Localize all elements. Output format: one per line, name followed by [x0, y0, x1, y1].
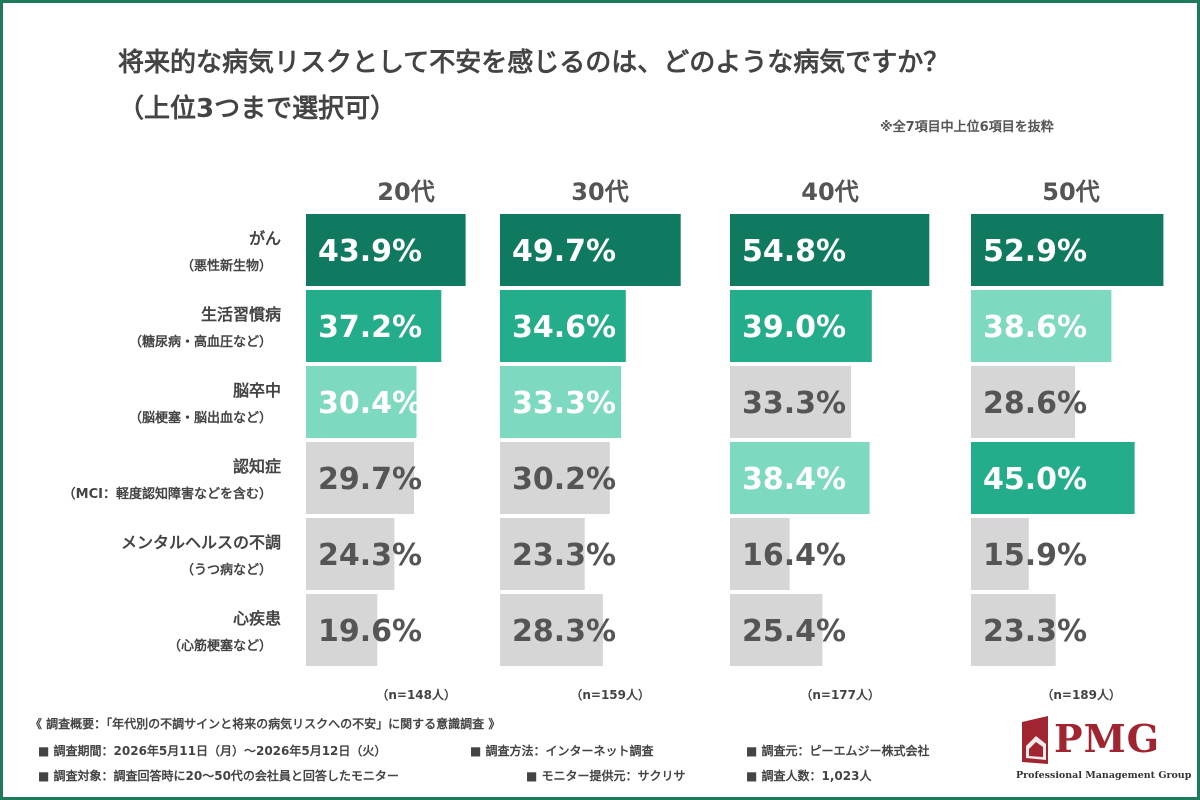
category-sublabel: （うつ病など） — [181, 562, 272, 578]
sample-size-label: （n=177人） — [800, 687, 880, 702]
pmg-logo-subtitle: Professional Management Group — [1016, 770, 1191, 781]
category-label: がん — [249, 229, 281, 248]
bar-value-label: 28.3% — [512, 614, 616, 649]
bar-value-label: 33.3% — [512, 386, 616, 421]
bar-value-label: 33.3% — [742, 386, 846, 421]
series-header: 30代 — [571, 178, 628, 206]
series-header: 20代 — [377, 178, 434, 206]
bar-value-label: 38.6% — [983, 310, 1087, 345]
category-label: 脳卒中 — [233, 381, 281, 400]
category-label: 認知症 — [233, 457, 281, 476]
bar-value-label: 30.4% — [318, 386, 422, 421]
survey-source: ■ 調査元：ピーエムジー株式会社 — [746, 742, 930, 759]
category-label: メンタルヘルスの不調 — [121, 533, 281, 552]
bar-value-label: 49.7% — [512, 234, 616, 269]
bar-value-label: 23.3% — [512, 538, 616, 573]
sample-size-label: （n=159人） — [570, 687, 650, 702]
sample-size-label: （n=148人） — [376, 687, 456, 702]
bar-value-label: 37.2% — [318, 310, 422, 345]
bar-value-label: 15.9% — [983, 538, 1087, 573]
survey-summary: 《 調査概要：「年代別の不調サインと将来の病気リスクへの不安」に関する意識調査 … — [30, 715, 500, 732]
survey-period: ■ 調査期間：2026年5月11日（月）〜2026年5月12日（火） — [38, 742, 386, 759]
series-header: 50代 — [1042, 178, 1099, 206]
bar-value-label: 34.6% — [512, 310, 616, 345]
bar-value-label: 19.6% — [318, 614, 422, 649]
bar-value-label: 29.7% — [318, 462, 422, 497]
pmg-logo-text: PMG — [1054, 720, 1160, 758]
bar-value-label: 52.9% — [983, 234, 1087, 269]
bar-value-label: 45.0% — [983, 462, 1087, 497]
bar-value-label: 23.3% — [983, 614, 1087, 649]
category-sublabel: （糖尿病・高血圧など） — [129, 334, 272, 350]
category-sublabel: （脳梗塞・脳出血など） — [129, 410, 272, 426]
bar-chart: がん （悪性新生物） 生活習慣病 （糖尿病・高血圧など） 脳卒中 （脳梗塞・脳出血など） 認… — [0, 0, 1200, 712]
category-sublabel: （MCI：軽度認知障害などを含む） — [63, 486, 272, 502]
category-sublabel: （心筋梗塞など） — [168, 638, 272, 654]
bar-value-label: 28.6% — [983, 386, 1087, 421]
bar-value-label: 43.9% — [318, 234, 422, 269]
bar-value-label: 24.3% — [318, 538, 422, 573]
survey-provider: ■ モニター提供元：サクリサ — [526, 767, 686, 784]
sample-size-label: （n=189人） — [1041, 687, 1121, 702]
category-label: 心疾患 — [233, 609, 281, 628]
survey-method: ■ 調査方法：インターネット調査 — [470, 742, 654, 759]
series-header: 40代 — [801, 178, 858, 206]
category-sublabel: （悪性新生物） — [181, 258, 272, 274]
bar-value-label: 25.4% — [742, 614, 846, 649]
category-label: 生活習慣病 — [201, 305, 281, 324]
pmg-logo: PMG Professional Management Group — [1012, 712, 1172, 788]
bar-value-label: 30.2% — [512, 462, 616, 497]
bar-value-label: 54.8% — [742, 234, 846, 269]
survey-count: ■ 調査人数：1,023人 — [746, 767, 871, 784]
bar-value-label: 38.4% — [742, 462, 846, 497]
pmg-logo-mark — [1020, 716, 1050, 766]
survey-target: ■ 調査対象：調査回答時に20〜50代の会社員と回答したモニター — [38, 767, 399, 784]
bar-value-label: 39.0% — [742, 310, 846, 345]
bar-value-label: 16.4% — [742, 538, 846, 573]
